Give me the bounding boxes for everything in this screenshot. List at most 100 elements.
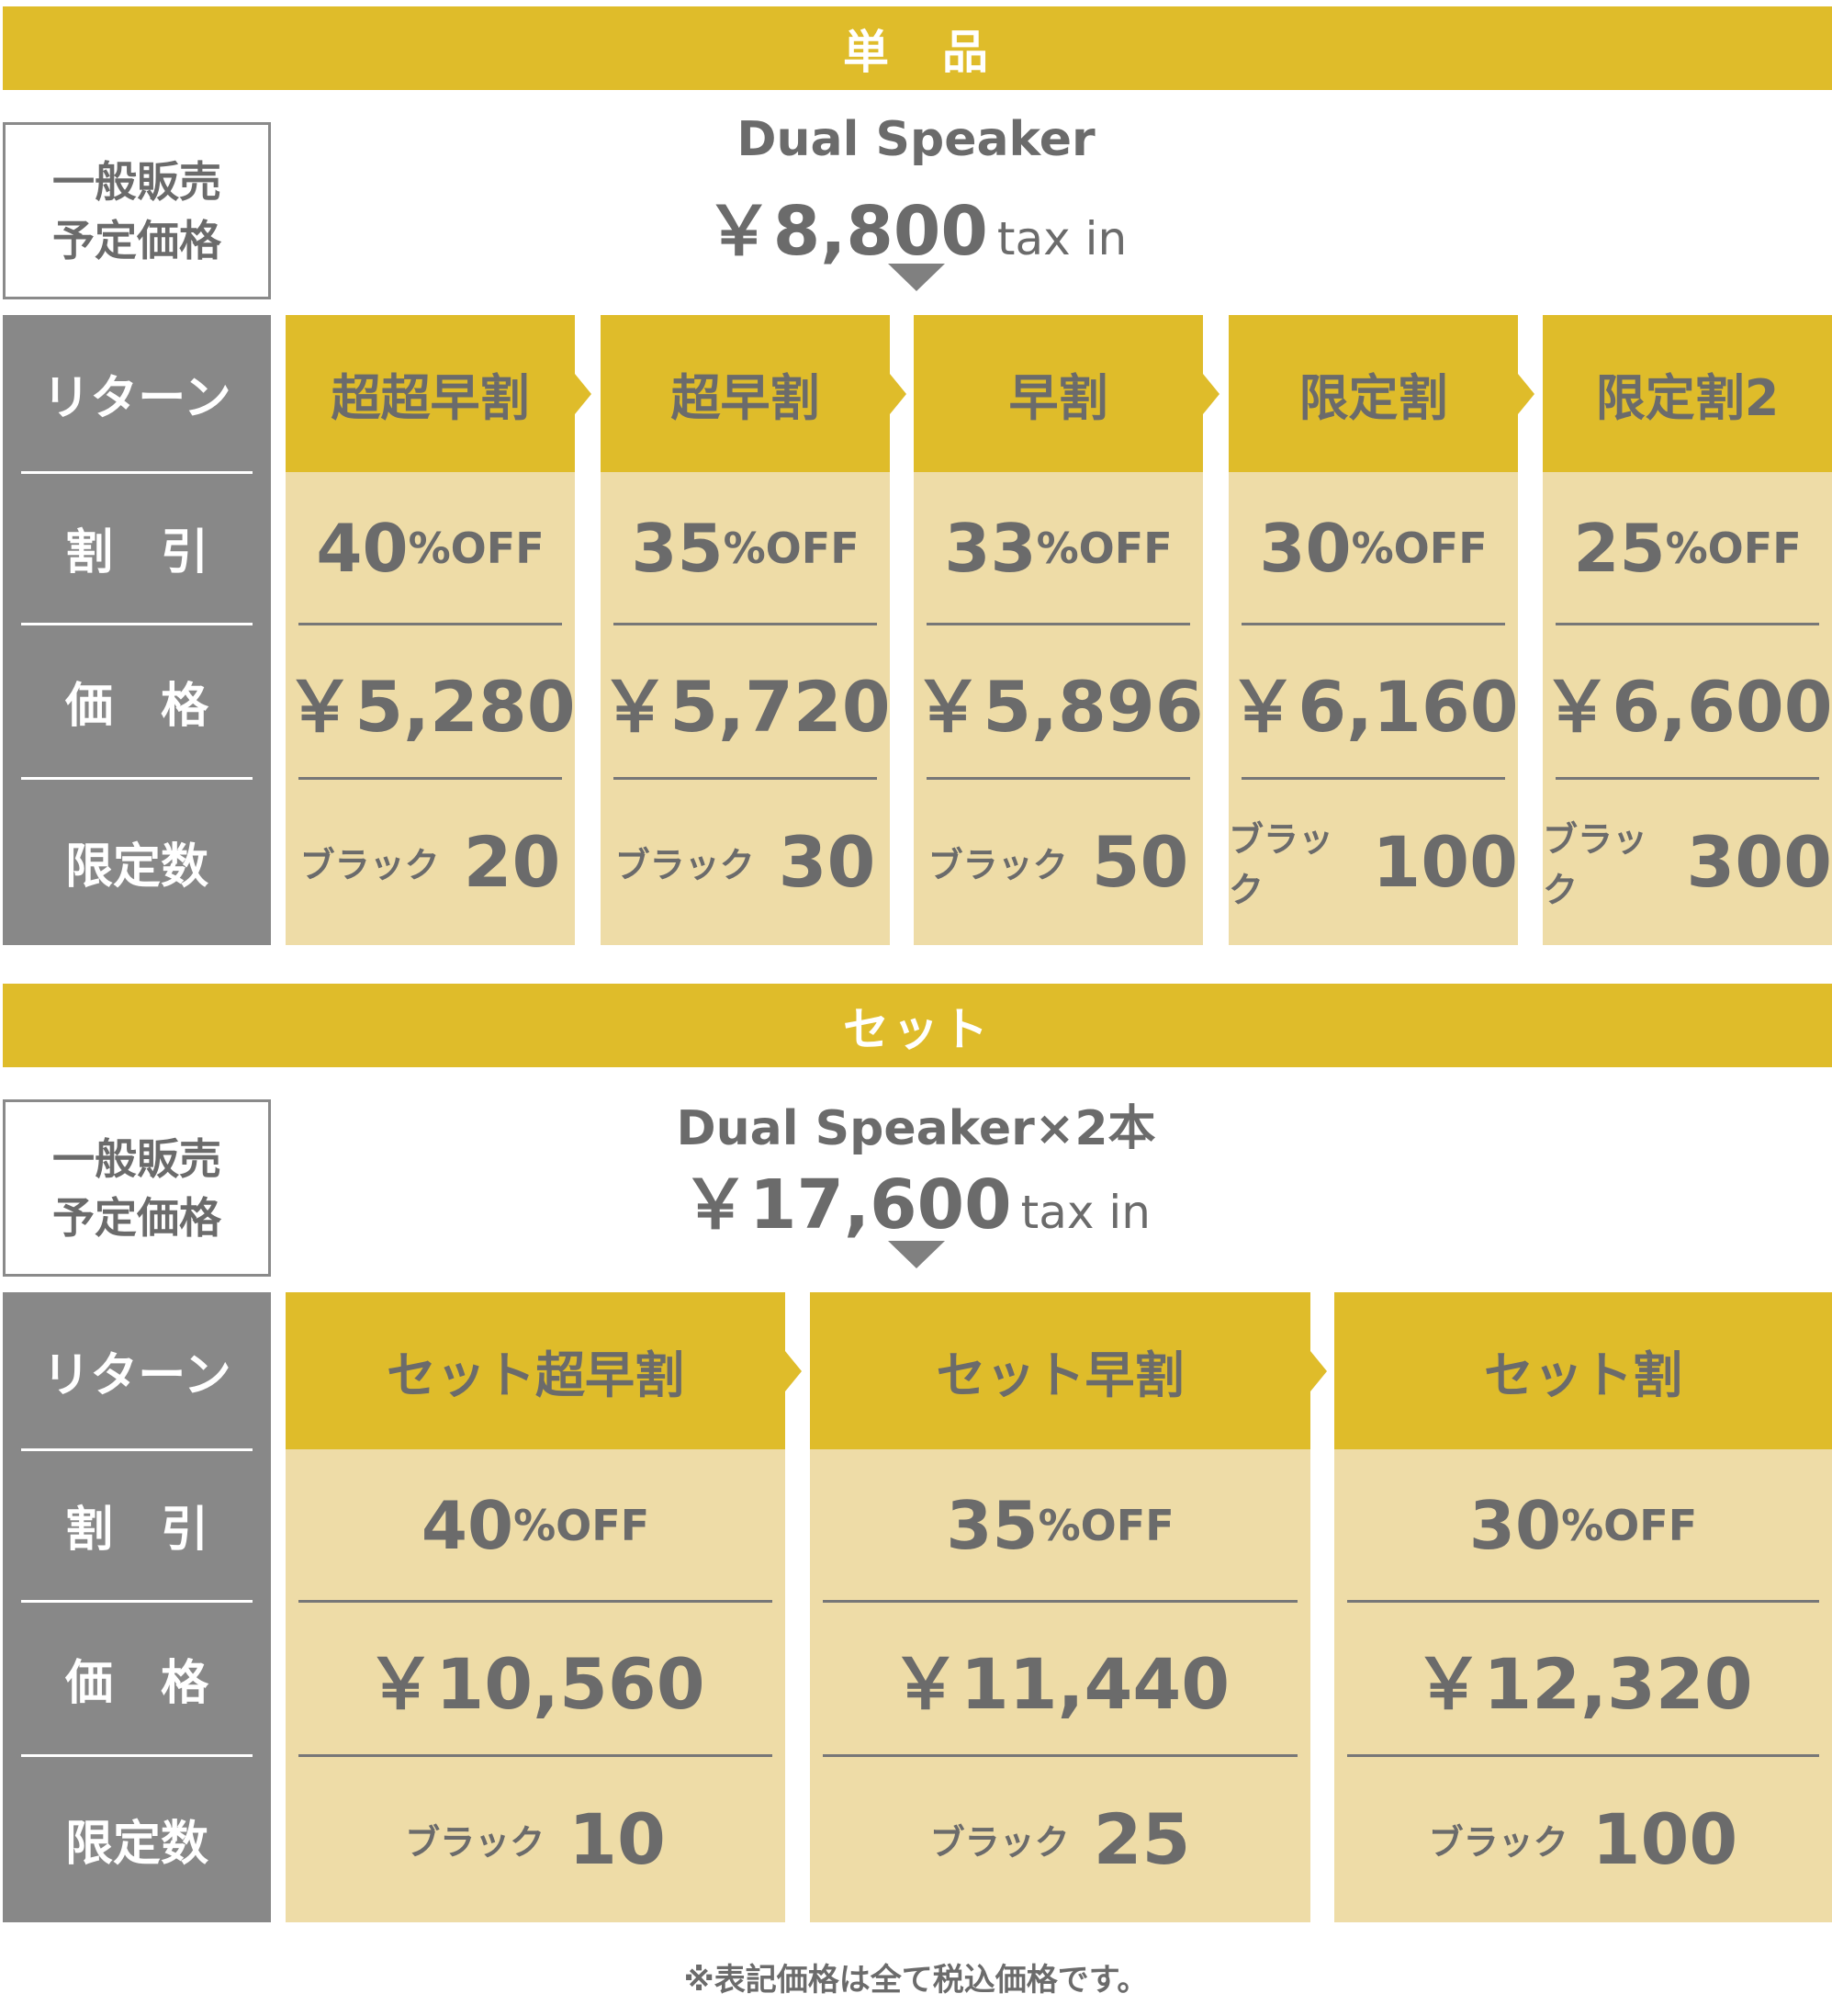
tier-name: 限定割2 — [1543, 315, 1832, 472]
divider — [21, 471, 253, 474]
divider — [613, 623, 877, 625]
tier-name: 限定割 — [1229, 315, 1518, 472]
discount-percent: 33 — [944, 509, 1037, 587]
row-label-price: 価 格 — [64, 1655, 208, 1711]
divider — [21, 1754, 253, 1757]
tier-name: セット割 — [1334, 1292, 1832, 1449]
tier-name: セット早割 — [810, 1292, 1310, 1449]
row-label-return: リターン — [42, 371, 231, 426]
price-cell: ￥5,896 — [913, 666, 1204, 748]
off-label: %OFF — [1351, 523, 1488, 573]
divider — [927, 777, 1190, 780]
color-label: ブラック — [299, 844, 440, 885]
discount-cell: 40 %OFF — [286, 472, 575, 624]
color-label: ブラック — [927, 844, 1068, 885]
limit-quantity: 20 — [463, 820, 561, 903]
row-labels: リターン割 引価 格限定数 — [3, 1292, 271, 1922]
divider — [298, 623, 562, 625]
chevron-right-icon — [575, 373, 591, 414]
divider — [1556, 623, 1819, 625]
discount-percent: 30 — [1468, 1486, 1562, 1564]
divider — [21, 1600, 253, 1603]
price-cell: ￥11,440 — [890, 1643, 1231, 1725]
off-label: %OFF — [408, 523, 545, 573]
limit-cell: ブラック 100 — [1229, 778, 1518, 945]
color-label: ブラック — [1428, 1821, 1568, 1863]
tier-name: 超早割 — [601, 315, 890, 472]
regular-price: ￥17,600 tax in — [0, 1150, 1832, 1248]
divider — [927, 623, 1190, 625]
tier-column: セット割 30 %OFF ￥12,320 ブラック 100 — [1334, 1292, 1832, 1922]
chevron-right-icon — [1310, 1350, 1327, 1391]
product-name: Dual Speaker — [736, 112, 1096, 167]
regular-price-label-text: 一般販売 予定価格 — [52, 1133, 221, 1243]
price-cell: ￥5,280 — [285, 666, 576, 748]
limit-quantity: 25 — [1093, 1797, 1191, 1880]
limit-cell: ブラック 10 — [286, 1755, 785, 1922]
single-band: 単 品 — [3, 6, 1832, 90]
footnote: ※表記価格は全て税込価格です。 — [683, 1962, 1149, 1999]
limit-quantity: 100 — [1372, 820, 1518, 903]
down-arrow-icon — [887, 264, 945, 291]
price-cell: ￥6,600 — [1542, 666, 1832, 748]
set-band: セット — [3, 984, 1832, 1067]
off-label: %OFF — [1665, 523, 1802, 573]
row-label-limit: 限定数 — [64, 1816, 208, 1872]
divider — [1556, 777, 1819, 780]
row-label-discount: 割 引 — [64, 1503, 208, 1558]
discount-percent: 40 — [421, 1486, 514, 1564]
limit-quantity: 10 — [568, 1797, 666, 1880]
divider — [1347, 1600, 1819, 1603]
off-label: %OFF — [1036, 523, 1173, 573]
off-label: %OFF — [723, 523, 860, 573]
discount-cell: 30 %OFF — [1229, 472, 1518, 624]
row-label-limit: 限定数 — [64, 839, 208, 895]
regular-price-label-text: 一般販売 予定価格 — [52, 156, 221, 265]
limit-cell: ブラック 300 — [1543, 778, 1832, 945]
tier-column: 早割 33 %OFF ￥5,896 ブラック 50 — [913, 315, 1219, 945]
limit-quantity: 300 — [1686, 820, 1832, 903]
price-cell: ￥6,160 — [1228, 666, 1519, 748]
limit-cell: ブラック 25 — [810, 1755, 1310, 1922]
discount-percent: 30 — [1259, 509, 1352, 587]
tier-column: 超超早割 40 %OFF ￥5,280 ブラック 20 — [285, 315, 591, 945]
discount-cell: 35 %OFF — [810, 1449, 1310, 1601]
limit-cell: ブラック 100 — [1334, 1755, 1832, 1922]
tier-name: 早割 — [914, 315, 1203, 472]
price-cell: ￥10,560 — [365, 1643, 705, 1725]
divider — [21, 777, 253, 780]
discount-cell: 30 %OFF — [1334, 1449, 1832, 1601]
limit-cell: ブラック 50 — [914, 778, 1203, 945]
row-labels: リターン割 引価 格限定数 — [3, 315, 271, 945]
price-cell: ￥12,320 — [1413, 1643, 1753, 1725]
color-label: ブラック — [1229, 819, 1334, 910]
divider — [1242, 777, 1505, 780]
divider — [298, 1600, 772, 1603]
tier-column: セット早割 35 %OFF ￥11,440 ブラック 25 — [810, 1292, 1327, 1922]
divider — [823, 1754, 1298, 1757]
color-label: ブラック — [614, 844, 755, 885]
tier-column: 限定割2 25 %OFF ￥6,600 ブラック 300 — [1542, 315, 1832, 945]
chevron-right-icon — [1518, 373, 1534, 414]
limit-quantity: 50 — [1091, 820, 1189, 903]
divider — [298, 777, 562, 780]
discount-percent: 25 — [1573, 509, 1666, 587]
discount-cell: 33 %OFF — [914, 472, 1203, 624]
down-arrow-icon — [887, 1241, 945, 1268]
product-name: Dual Speaker×2本 — [676, 1101, 1156, 1156]
off-label: %OFF — [1038, 1500, 1175, 1550]
discount-percent: 35 — [946, 1486, 1039, 1564]
tier-name: 超超早割 — [286, 315, 575, 472]
row-label-discount: 割 引 — [64, 525, 208, 580]
off-label: %OFF — [513, 1500, 650, 1550]
row-label-return: リターン — [42, 1348, 231, 1403]
color-label: ブラック — [1543, 819, 1648, 910]
divider — [613, 777, 877, 780]
tier-name: セット超早割 — [286, 1292, 785, 1449]
color-label: ブラック — [929, 1821, 1070, 1863]
divider — [1242, 623, 1505, 625]
limit-quantity: 100 — [1591, 1797, 1738, 1880]
divider — [21, 1448, 253, 1451]
limit-cell: ブラック 20 — [286, 778, 575, 945]
discount-cell: 40 %OFF — [286, 1449, 785, 1601]
